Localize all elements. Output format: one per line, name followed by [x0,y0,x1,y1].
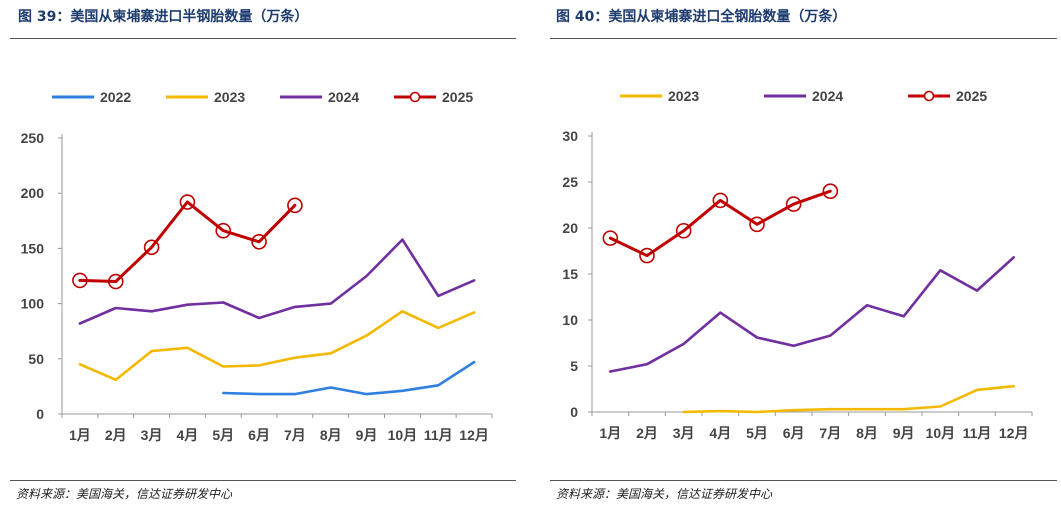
x-tick-label: 11月 [424,427,453,443]
x-tick-label: 10月 [388,427,418,443]
series-line-2024 [80,240,474,324]
x-tick-label: 9月 [356,427,378,443]
x-tick-label: 2月 [636,425,658,441]
y-tick-label: 200 [21,185,45,201]
series-line-2025 [610,191,830,255]
x-tick-label: 9月 [893,425,915,441]
legend-label-2022: 2022 [100,89,131,105]
source-note: 资料来源：美国海关，信达证券研发中心 [556,485,772,502]
series-line-2024 [610,257,1013,371]
x-tick-label: 8月 [320,427,342,443]
x-tick-label: 11月 [963,425,992,441]
legend-label-2024: 2024 [812,88,843,104]
legend-label-2025: 2025 [442,89,473,105]
x-tick-label: 5月 [746,425,768,441]
x-tick-label: 12月 [459,427,489,443]
y-tick-label: 0 [36,406,44,422]
title-divider [550,38,1057,39]
x-tick-label: 2月 [105,427,127,443]
x-tick-label: 12月 [999,425,1029,441]
source-divider [10,480,516,481]
source-note: 资料来源：美国海关，信达证券研发中心 [16,485,232,502]
y-tick-label: 30 [562,128,578,144]
y-tick-label: 5 [570,358,578,374]
title-divider [10,38,516,39]
y-tick-label: 0 [570,404,578,420]
x-tick-label: 4月 [177,427,199,443]
y-tick-label: 15 [562,266,578,282]
series-line-2022 [223,362,474,394]
series-line-2023 [684,386,1014,412]
y-tick-label: 100 [21,296,45,312]
x-tick-label: 8月 [856,425,878,441]
chart-half-steel-tires: 0 50 100 150 200 250 1月 2月 3月 4月 5月 6月 7月 8月 9月 10月 11月 1… [0,40,520,480]
chart-title: 图 40：美国从柬埔寨进口全钢胎数量（万条） [556,6,846,26]
x-tick-label: 5月 [212,427,234,443]
y-tick-label: 20 [562,220,578,236]
y-tick-label: 250 [21,130,45,146]
x-tick-label: 1月 [69,427,91,443]
series-line-2023 [80,311,474,380]
x-tick-label: 3月 [673,425,695,441]
x-tick-label: 10月 [926,425,956,441]
panel-half-steel-tires: 图 39：美国从柬埔寨进口半钢胎数量（万条） 0 50 100 150 200 250 1月… [0,0,520,509]
legend-label-2023: 2023 [214,89,245,105]
y-tick-label: 150 [21,240,45,256]
chart-title: 图 39：美国从柬埔寨进口半钢胎数量（万条） [18,6,308,26]
legend-marker-2025 [411,93,420,102]
y-tick-label: 50 [28,351,44,367]
legend-label-2024: 2024 [328,89,359,105]
x-tick-label: 6月 [248,427,270,443]
series-line-2025 [80,202,295,282]
legend-label-2023: 2023 [668,88,699,104]
x-tick-label: 3月 [141,427,163,443]
plot-area: 0 50 100 150 200 250 1月 2月 3月 4月 5月 6月 7月 8月 9月 10月 11月 1… [21,89,492,443]
x-tick-label: 1月 [599,425,621,441]
legend-marker-2025 [925,92,934,101]
y-tick-label: 10 [562,312,578,328]
y-tick-label: 25 [562,174,578,190]
x-tick-label: 7月 [819,425,841,441]
source-divider [550,480,1057,481]
panel-all-steel-tires: 图 40：美国从柬埔寨进口全钢胎数量（万条） 0 5 10 15 20 25 30 1月 2月 3… [540,0,1061,509]
x-tick-label: 6月 [783,425,805,441]
legend-label-2025: 2025 [956,88,987,104]
x-tick-label: 7月 [284,427,306,443]
x-tick-label: 4月 [709,425,731,441]
